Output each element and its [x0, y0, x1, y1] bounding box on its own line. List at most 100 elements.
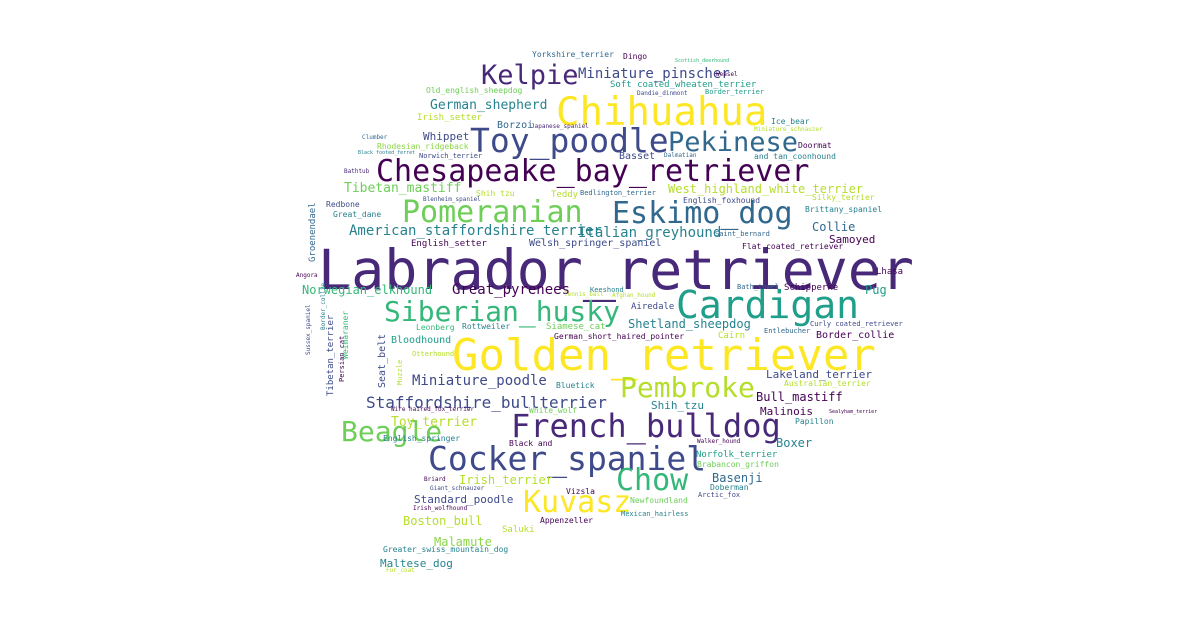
word-labrador-retriever: Labrador_retriever — [318, 238, 915, 302]
word-chihuahua: Chihuahua — [556, 90, 768, 135]
word-samoyed: Samoyed — [829, 233, 876, 246]
word-mexican-hairless: Mexican_hairless — [621, 510, 689, 518]
word-airedale: Airedale — [631, 302, 675, 312]
word-bull-mastiff: Bull_mastiff — [756, 390, 843, 404]
word-border-collie: Border_collie — [816, 330, 895, 341]
word-miniature-schnauzer: Miniature_schnauzer — [754, 126, 823, 133]
word-doberman: Doberman — [710, 483, 749, 492]
word-tibetan-mastiff: Tibetan_mastiff — [344, 181, 462, 196]
word-entlebucher: Entlebucher — [764, 327, 811, 335]
word-seat-belt: Seat_belt — [377, 333, 388, 388]
word-ice-bear: Ice_bear — [771, 117, 810, 126]
word-fur-coat: Fur_coat — [386, 567, 415, 574]
word-blenheim-spaniel: Blenheim_spaniel — [423, 196, 481, 203]
word-staffordshire-bullterrier: Staffordshire_bullterrier — [366, 393, 607, 412]
word-schipperke: Schipperke — [784, 283, 839, 293]
word-flat-coated-retriever: Flat coated_retriever — [742, 242, 844, 251]
word-kelpie: Kelpie — [481, 60, 579, 91]
word-shih-tzu: Shih_tzu — [651, 399, 704, 412]
word-groenendael: Groenendael — [308, 202, 318, 262]
word-saint-bernard: Saint_bernard — [715, 230, 770, 238]
word-doormat: Doormat — [798, 141, 832, 150]
word-norwegian-elkhound: Norwegian_elkhound — [302, 283, 433, 297]
word-leonberg: Leonberg — [416, 323, 455, 332]
word-golden-retriever: Golden_retriever — [452, 330, 876, 381]
word-border-collie-vertical: Border_collie — [320, 283, 327, 330]
word-toy-poodle: Toy_poodle — [470, 121, 669, 160]
word-yorkshire-terrier: Yorkshire_terrier — [532, 50, 614, 59]
word-french-bulldog: French_bulldog — [511, 407, 781, 445]
word-borzoi: Borzoi — [497, 120, 534, 131]
word-english-setter: English_setter — [411, 239, 487, 249]
word-greater-swiss-mountain-dog: Greater_swiss_mountain_dog — [383, 545, 509, 554]
word-chow: Chow — [616, 463, 689, 498]
word-siberian-husky: Siberian_husky — [384, 295, 621, 328]
word-italian-greyhound: Italian_greyhound — [578, 225, 722, 241]
word-curly-coated-retriever: Curly coated_retriever — [810, 320, 903, 328]
word-black-and: Black and — [509, 439, 553, 448]
word-english-springer: English_springer — [383, 434, 461, 443]
word-black-and-tan-coonhound: and tan_coonhound — [754, 152, 836, 161]
word-brittany-spaniel: Brittany_spaniel — [805, 205, 883, 214]
word-dingo: Dingo — [623, 52, 648, 61]
word-keeshond: Keeshond — [590, 286, 624, 294]
word-australian-terrier: Australian_terrier — [784, 379, 871, 388]
word-great-pyrenees: Great_pyrenees — [452, 282, 571, 298]
word-weasel: Weasel — [716, 71, 738, 78]
word-sealyham-terrier: Sealyham_terrier — [829, 409, 878, 415]
word-standard-poodle: Standard_poodle — [414, 493, 514, 506]
word-boston-bull: Boston_bull — [403, 514, 483, 528]
word-boxer: Boxer — [776, 436, 813, 450]
word-miniature-poodle: Miniature_poodle — [412, 373, 547, 389]
word-irish-wolfhound: Irish_wolfhound — [413, 505, 468, 512]
word-toy-terrier: Toy_terrier — [391, 415, 478, 430]
word-appenzeller: Appenzeller — [540, 516, 593, 525]
word-weimaraner: Weimaraner — [341, 310, 350, 359]
word-redbone: Redbone — [326, 200, 360, 209]
word-angora: Angora — [296, 272, 318, 279]
word-kuvasz: Kuvasz — [523, 485, 632, 520]
word-lhasa: Lhasa — [876, 267, 904, 277]
word-briard: Briard — [424, 476, 446, 483]
word-basenji: Basenji — [712, 471, 763, 485]
word-rhodesian-ridgeback: Rhodesian_ridgeback — [377, 142, 469, 151]
word-dalmatian: Dalmatian — [664, 152, 697, 159]
word-saluki: Saluki — [502, 525, 535, 535]
word-tennis-ball: Tennis_ball — [564, 291, 604, 298]
word-shetland-sheepdog: Shetland_sheepdog — [628, 317, 751, 331]
word-english-foxhound: English_foxhound — [683, 196, 761, 205]
word-walker-hound: Walker_hound — [697, 438, 741, 445]
word-welsh-springer-spaniel: Welsh_springer_spaniel — [529, 238, 662, 249]
word-border-terrier: Border_terrier — [705, 88, 765, 96]
word-white-wolf: White_wolf — [529, 406, 578, 415]
word-collie: Collie — [812, 220, 856, 234]
word-pekinese: Pekinese — [668, 127, 799, 158]
word-beagle: Beagle — [341, 415, 443, 448]
word-muzzle: Muzzle — [396, 359, 404, 385]
word-soft-coated-wheaten-terrier: Soft coated_wheaten_terrier — [610, 80, 757, 90]
word-cairn: Cairn — [718, 331, 746, 341]
word-bloodhound: Bloodhound — [391, 335, 452, 346]
word-bath-towel: Bath_towel — [737, 283, 780, 291]
word-american-staffordshire-terrier: American_staffordshire_terrier — [349, 223, 602, 239]
word-silky-terrier: Silky_terrier — [812, 193, 875, 202]
word-norwich-terrier: Norwich_terrier — [419, 152, 483, 160]
word-norfolk-terrier: Norfolk_terrier — [696, 450, 778, 460]
word-whippet: Whippet — [423, 130, 470, 143]
word-malamute: Malamute — [434, 535, 492, 549]
word-shih-tzu-2: Shih tzu — [476, 189, 515, 198]
word-german-shepherd: German_shepherd — [430, 98, 548, 113]
word-irish-terrier: Irish_terrier — [459, 473, 553, 487]
word-miniature-pinscher: Miniature_pinscher — [578, 66, 730, 82]
word-afghan-hound: Afghan_hound — [612, 292, 656, 299]
word-black-footed-ferret: Black footed_ferret — [358, 150, 416, 156]
word-malinois: Malinois — [760, 405, 813, 418]
word-west-highland-white-terrier: West_highland_white_terrier — [668, 182, 864, 196]
word-cocker-spaniel: Cocker_spaniel — [428, 439, 707, 478]
word-bluetick: Bluetick — [556, 381, 595, 390]
word-giant-schnauzer: Giant_schnauzer — [430, 485, 485, 492]
word-bathtub: Bathtub — [344, 168, 370, 175]
word-wire-haired-fox-terrier: Wire haired_fox_terrier — [391, 406, 475, 413]
word-german-short-haired-pointer: German_short_haired_pointer — [554, 332, 685, 341]
word-sussex-spaniel: Sussex_spaniel — [305, 304, 312, 355]
